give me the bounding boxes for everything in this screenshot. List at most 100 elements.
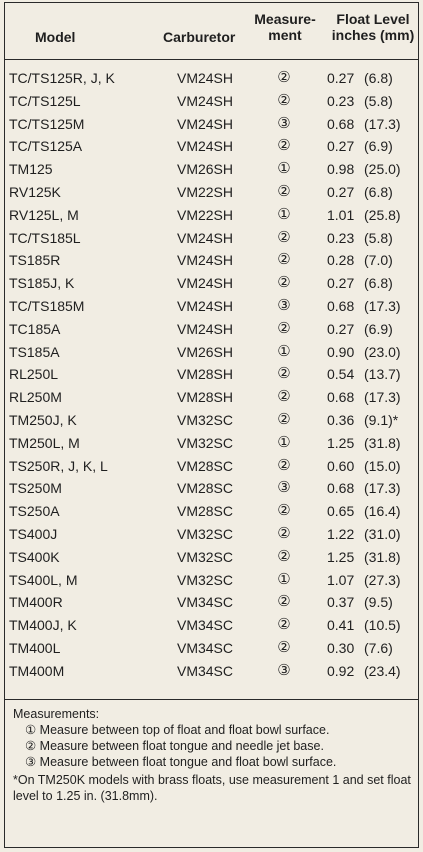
measurement-cell: ② [277, 456, 291, 474]
carburetor-cell: VM24SH [176, 320, 234, 337]
table-row: TC/TS185L VM24SH ② 0.23 (5.8) [5, 227, 418, 250]
note-item-2: ② Measure between float tongue and needl… [25, 739, 324, 753]
float-level-mm-cell: (27.3) [364, 571, 401, 588]
table-row: RL250L VM28SH ② 0.54 (13.7) [5, 363, 418, 386]
model-cell: TS250R, J, K, L [9, 457, 108, 474]
measurement-cell: ① [277, 205, 291, 223]
float-level-inches-cell: 0.68 [327, 115, 355, 132]
float-level-inches-cell: 0.27 [327, 138, 355, 155]
float-level-inches-cell: 0.92 [327, 662, 355, 679]
float-level-inches-cell: 1.25 [327, 434, 355, 451]
float-level-mm-cell: (17.3) [364, 480, 401, 497]
model-cell: TC/TS125L [9, 92, 81, 109]
model-cell: TS400K [9, 548, 60, 565]
carburetor-cell: VM34SC [176, 639, 234, 656]
float-level-inches-cell: 0.98 [327, 161, 355, 178]
measurement-cell: ① [277, 160, 291, 178]
table-row: TS400K VM32SC ② 1.25 (31.8) [5, 546, 418, 569]
measurement-cell: ② [277, 502, 291, 520]
measurement-cell: ③ [277, 114, 291, 132]
table-row: TS185J, K VM24SH ② 0.27 (6.8) [5, 272, 418, 295]
float-level-inches-cell: 0.23 [327, 92, 355, 109]
table-row: TC185A VM24SH ② 0.27 (6.9) [5, 318, 418, 341]
float-level-inches-cell: 0.90 [327, 343, 355, 360]
float-level-inches-cell: 0.68 [327, 389, 355, 406]
measurement-notes: Measurements: ① Measure between top of f… [5, 699, 418, 804]
table-row: TM400L VM34SC ② 0.30 (7.6) [5, 637, 418, 660]
header-model: Model [35, 29, 76, 45]
carburetor-cell: VM24SH [176, 252, 234, 269]
measurement-cell: ② [277, 547, 291, 565]
carburetor-cell: VM32SC [176, 434, 234, 451]
float-level-mm-cell: (9.5) [364, 594, 393, 611]
carburetor-cell: VM34SC [176, 594, 234, 611]
table-row: TC/TS185M VM24SH ③ 0.68 (17.3) [5, 295, 418, 318]
float-level-inches-cell: 0.30 [327, 639, 355, 656]
float-level-mm-cell: (7.0) [364, 252, 393, 269]
float-level-mm-cell: (6.9) [364, 138, 393, 155]
carburetor-cell: VM24SH [176, 275, 234, 292]
float-level-mm-cell: (17.3) [364, 115, 401, 132]
model-cell: TM400J, K [9, 617, 77, 634]
float-level-mm-cell: (6.8) [364, 183, 393, 200]
float-level-inches-cell: 0.54 [327, 366, 355, 383]
float-level-mm-cell: (16.4) [364, 503, 401, 520]
float-level-mm-cell: (13.7) [364, 366, 401, 383]
table-row: TC/TS125M VM24SH ③ 0.68 (17.3) [5, 113, 418, 136]
carburetor-cell: VM32SC [176, 548, 234, 565]
measurement-cell: ② [277, 69, 291, 86]
measurement-cell: ① [277, 570, 291, 588]
table-body: TC/TS125R, J, K VM24SH ② 0.27 (6.8) TC/TS125L… [5, 67, 418, 683]
measurement-cell: ① [277, 433, 291, 451]
float-level-mm-cell: (6.8) [364, 70, 393, 86]
float-level-inches-cell: 0.27 [327, 275, 355, 292]
model-cell: TM400M [9, 662, 65, 679]
float-level-inches-cell: 0.27 [327, 70, 355, 86]
table-row: TS250M VM28SC ③ 0.68 (17.3) [5, 477, 418, 500]
carburetor-cell: VM24SH [176, 70, 234, 86]
measurement-cell: ② [277, 137, 291, 155]
carburetor-cell: VM34SC [176, 662, 234, 679]
table-row: TS185A VM26SH ① 0.90 (23.0) [5, 341, 418, 364]
table-row: TC/TS125L VM24SH ② 0.23 (5.8) [5, 90, 418, 113]
table-row: TM250J, K VM32SC ② 0.36 (9.1)* [5, 409, 418, 432]
float-level-inches-cell: 0.27 [327, 183, 355, 200]
float-level-inches-cell: 0.60 [327, 457, 355, 474]
model-cell: TS185J, K [9, 275, 75, 292]
float-level-inches-cell: 1.25 [327, 548, 355, 565]
float-level-inches-cell: 1.01 [327, 206, 355, 223]
float-level-mm-cell: (10.5) [364, 617, 401, 634]
model-cell: TC/TS125M [9, 115, 85, 132]
carburetor-cell: VM24SH [176, 297, 234, 314]
measurement-cell: ③ [277, 661, 291, 679]
table-row: TC/TS125A VM24SH ② 0.27 (6.9) [5, 135, 418, 158]
measurement-cell: ① [277, 342, 291, 360]
float-level-inches-cell: 0.65 [327, 503, 355, 520]
carburetor-cell: VM24SH [176, 229, 234, 246]
footnote: *On TM250K models with brass floats, use… [13, 773, 411, 803]
table-row: TS185R VM24SH ② 0.28 (7.0) [5, 249, 418, 272]
model-cell: TM250J, K [9, 411, 77, 428]
carburetor-cell: VM32SC [176, 571, 234, 588]
float-level-mm-cell: (25.8) [364, 206, 401, 223]
model-cell: TC/TS125A [9, 138, 83, 155]
table-row: TS250A VM28SC ② 0.65 (16.4) [5, 500, 418, 523]
carburetor-cell: VM22SH [176, 206, 234, 223]
table-row: RV125L, M VM22SH ① 1.01 (25.8) [5, 204, 418, 227]
float-level-mm-cell: (25.0) [364, 161, 401, 178]
carburetor-cell: VM28SH [176, 389, 234, 406]
float-level-mm-cell: (6.9) [364, 320, 393, 337]
measurement-cell: ② [277, 365, 291, 383]
measurement-cell: ② [277, 251, 291, 269]
measurement-cell: ② [277, 616, 291, 634]
header-carburetor: Carburetor [163, 29, 236, 45]
carburetor-cell: VM28SC [176, 503, 234, 520]
model-cell: TC/TS185M [9, 297, 85, 314]
float-level-mm-cell: (5.8) [364, 229, 393, 246]
measurement-cell: ② [277, 91, 291, 109]
float-level-mm-cell: (23.0) [364, 343, 401, 360]
note-item-3: ③ Measure between float tongue and float… [25, 755, 337, 769]
model-cell: TS400L, M [9, 571, 78, 588]
header-measurement: Measure- ment [254, 11, 316, 43]
float-level-inches-cell: 0.37 [327, 594, 355, 611]
